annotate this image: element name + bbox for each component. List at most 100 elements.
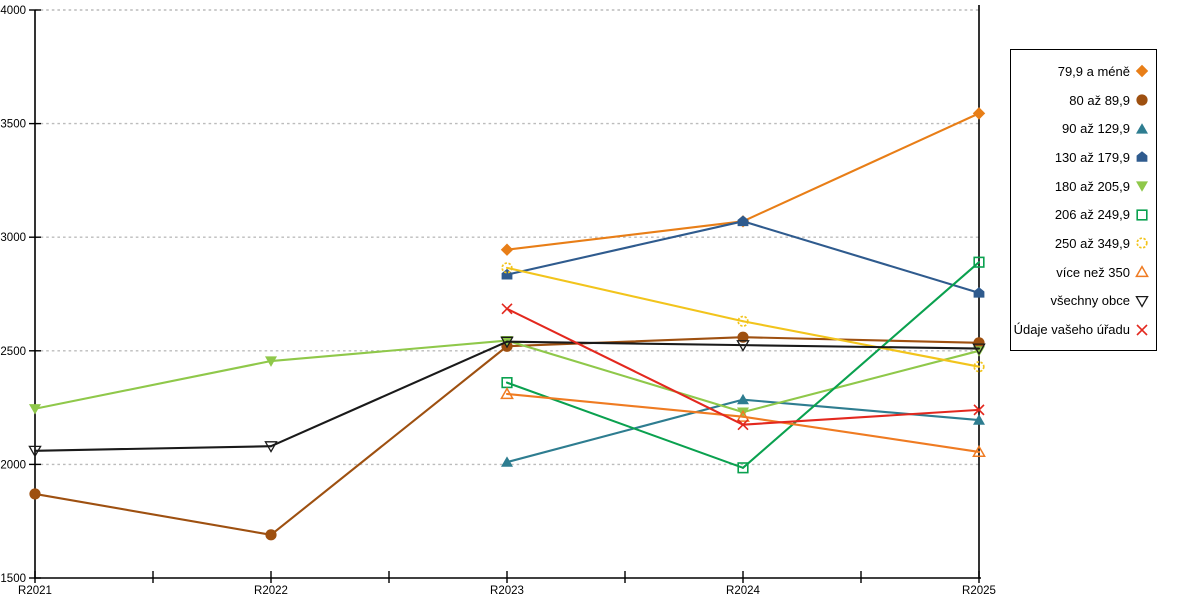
legend-marker-icon xyxy=(1136,237,1148,250)
marker-diamond xyxy=(1135,65,1149,78)
legend-item-7: více než 350 xyxy=(1011,258,1156,287)
y-tick-label-3000: 3000 xyxy=(0,232,26,244)
legend-item-8: všechny obce xyxy=(1011,287,1156,316)
marker-square-open xyxy=(737,462,749,474)
legend-marker-icon xyxy=(1136,122,1148,134)
series-line xyxy=(741,336,981,344)
series-line xyxy=(741,408,981,426)
marker-x-cross xyxy=(501,303,513,315)
marker-triangle-down xyxy=(29,404,41,415)
marker-pentagon xyxy=(1136,151,1148,163)
legend-label: všechny obce xyxy=(1050,293,1131,309)
series-line xyxy=(741,349,981,414)
marker-triangle-up xyxy=(973,414,985,425)
series-line xyxy=(505,392,745,418)
marker-circle xyxy=(1136,94,1148,106)
x-tick-label-R2025: R2025 xyxy=(962,585,996,597)
legend-label: Údaje vašeho úřadu xyxy=(1013,322,1130,338)
marker-circle-open xyxy=(973,361,985,373)
series-line xyxy=(269,340,509,448)
marker-triangle-up-open xyxy=(1135,265,1149,278)
marker-triangle-down-open xyxy=(972,343,986,356)
series-3 xyxy=(501,215,985,298)
marker-diamond xyxy=(972,107,986,120)
series-line xyxy=(505,307,745,426)
marker-square-open xyxy=(1136,209,1148,221)
marker-diamond xyxy=(500,243,514,256)
series-line xyxy=(741,344,981,350)
chart-legend: 79,9 a méně 80 až 89,9 90 až 129,9 130 až 1… xyxy=(1010,49,1157,351)
marker-triangle-up xyxy=(737,393,749,405)
series-1 xyxy=(29,331,985,541)
marker-triangle-down-open xyxy=(28,445,42,458)
legend-item-1: 80 až 89,9 xyxy=(1011,86,1156,115)
legend-item-3: 130 až 179,9 xyxy=(1011,143,1156,172)
legend-item-0: 79,9 a méně xyxy=(1011,57,1156,86)
legend-label: 180 až 205,9 xyxy=(1054,178,1130,194)
series-line xyxy=(505,339,745,414)
y-tick-label-1500: 1500 xyxy=(0,573,26,585)
series-line xyxy=(505,340,745,347)
series-8 xyxy=(28,336,986,458)
marker-triangle-down xyxy=(265,356,277,367)
series-line xyxy=(505,220,745,276)
series-line xyxy=(741,112,981,223)
marker-triangle-down-open xyxy=(736,340,750,352)
series-line xyxy=(33,492,273,536)
legend-item-4: 180 až 205,9 xyxy=(1011,172,1156,201)
marker-triangle-up-open xyxy=(500,387,514,400)
marker-circle xyxy=(265,529,277,541)
x-tick-label-R2022: R2022 xyxy=(254,585,288,597)
legend-marker-icon xyxy=(1136,94,1148,106)
y-tick-label-3500: 3500 xyxy=(0,119,26,131)
series-5 xyxy=(501,256,985,474)
series-4 xyxy=(29,335,985,418)
legend-label: 90 až 129,9 xyxy=(1062,121,1130,137)
marker-triangle-down-open xyxy=(1135,295,1149,308)
legend-item-6: 250 až 349,9 xyxy=(1011,229,1156,258)
marker-circle-open xyxy=(737,315,749,327)
marker-x-cross xyxy=(973,404,985,416)
series-6 xyxy=(501,262,985,373)
y-tick-label-2500: 2500 xyxy=(0,346,26,358)
marker-circle xyxy=(29,488,41,500)
legend-label: 79,9 a méně xyxy=(1057,63,1130,79)
series-line xyxy=(505,336,745,348)
series-line xyxy=(269,345,509,536)
series-2 xyxy=(501,393,985,467)
x-tick-label-R2021: R2021 xyxy=(18,585,52,597)
series-line xyxy=(269,339,509,363)
marker-circle-open xyxy=(1136,237,1148,250)
series-0 xyxy=(500,107,986,256)
line-chart-plot-area: 1500 2000 2500 3000 3500 4000 R2021 R2022 R2023 R… xyxy=(0,5,996,597)
series-line xyxy=(741,320,981,368)
legend-marker-icon xyxy=(1135,65,1149,78)
x-tick-label-R2024: R2024 xyxy=(726,585,760,597)
marker-triangle-down-open xyxy=(264,441,278,453)
legend-label: 130 až 179,9 xyxy=(1054,149,1130,165)
series-line xyxy=(505,266,745,323)
legend-label: 80 až 89,9 xyxy=(1069,92,1130,108)
legend-marker-icon xyxy=(1136,209,1148,221)
marker-pentagon xyxy=(501,268,513,280)
marker-x-cross xyxy=(1136,323,1148,336)
y-tick-label-2000: 2000 xyxy=(0,459,26,471)
marker-circle xyxy=(973,337,985,349)
legend-marker-icon xyxy=(1136,323,1148,336)
legend-item-9: Údaje vašeho úřadu xyxy=(1011,315,1156,344)
x-tick-label-R2023: R2023 xyxy=(490,585,524,597)
marker-triangle-up-open xyxy=(972,444,986,458)
legend-marker-icon xyxy=(1136,181,1148,192)
marker-square-open xyxy=(973,256,985,268)
marker-triangle-down-open xyxy=(500,336,514,349)
marker-pentagon xyxy=(737,215,749,227)
series-line xyxy=(33,445,273,452)
legend-label: více než 350 xyxy=(1056,264,1130,280)
series-line xyxy=(505,220,745,251)
legend-marker-icon xyxy=(1135,295,1149,308)
marker-triangle-up-open xyxy=(736,409,750,422)
marker-triangle-up xyxy=(1136,122,1148,134)
legend-item-5: 206 až 249,9 xyxy=(1011,200,1156,229)
marker-triangle-down xyxy=(1136,181,1148,192)
series-line xyxy=(33,359,273,410)
